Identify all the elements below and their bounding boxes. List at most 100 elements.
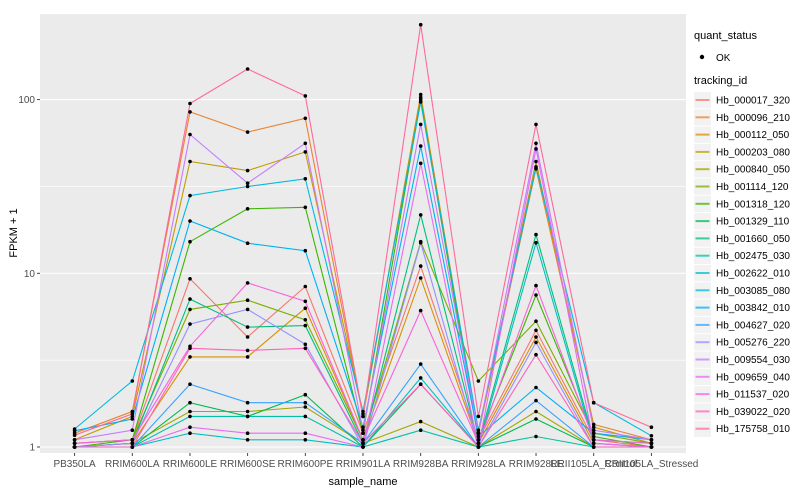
data-point	[361, 414, 365, 419]
data-point	[649, 434, 654, 438]
data-point	[303, 141, 308, 146]
data-point	[534, 240, 538, 245]
data-point	[476, 414, 481, 419]
legend-label-Hb_003085_080: Hb_003085_080	[716, 286, 790, 297]
data-point	[245, 207, 250, 211]
data-point	[649, 445, 654, 449]
data-point	[534, 232, 538, 237]
y-axis-title: FPKM + 1	[8, 208, 20, 258]
data-point	[534, 141, 538, 146]
data-point	[418, 213, 423, 217]
data-point	[534, 293, 538, 297]
x-axis-title: sample_name	[328, 476, 398, 488]
data-point	[591, 428, 596, 433]
data-point	[361, 431, 365, 436]
data-point	[188, 382, 192, 387]
legend-label-Hb_002622_010: Hb_002622_010	[716, 269, 790, 280]
legend-label-Hb_001329_110: Hb_001329_110	[716, 217, 790, 228]
data-point	[130, 417, 135, 421]
data-point	[418, 122, 423, 127]
data-point	[591, 441, 596, 446]
data-point	[130, 412, 135, 416]
data-point	[418, 382, 423, 387]
x-tick-label: RRII105LA_Control	[550, 459, 637, 470]
legend-label-Hb_000017_320: Hb_000017_320	[716, 96, 790, 107]
data-point	[418, 308, 423, 313]
data-point	[361, 438, 365, 442]
data-point	[303, 94, 308, 98]
legend-title-tracking-id: tracking_id	[694, 75, 748, 87]
data-point	[303, 306, 308, 311]
x-tick-label: RRIM600SE	[220, 459, 276, 470]
data-point	[245, 431, 250, 436]
legend-label-Hb_005276_220: Hb_005276_220	[716, 338, 790, 349]
data-point	[534, 385, 538, 390]
data-point	[245, 168, 250, 173]
data-point	[591, 434, 596, 439]
data-point	[245, 181, 250, 185]
data-point	[591, 400, 596, 405]
data-point	[130, 428, 135, 433]
data-point	[188, 277, 192, 281]
x-tick-label: RRIM928LE	[509, 459, 564, 470]
data-point	[245, 241, 250, 245]
data-point	[534, 417, 538, 421]
y-tick-label: 10	[24, 269, 36, 280]
data-point	[418, 161, 423, 166]
x-tick-label: PB350LA	[53, 459, 96, 470]
data-point	[534, 352, 538, 357]
data-point	[534, 340, 538, 345]
data-point	[418, 419, 423, 424]
data-point	[534, 159, 538, 164]
data-point	[188, 355, 192, 359]
data-point	[188, 132, 192, 137]
data-point	[418, 428, 423, 433]
data-point	[418, 92, 423, 97]
data-point	[534, 409, 538, 414]
data-point	[72, 429, 77, 433]
data-point	[534, 434, 538, 439]
data-point	[245, 438, 250, 442]
data-point	[418, 264, 423, 268]
legend-label-Hb_001114_120: Hb_001114_120	[716, 182, 789, 193]
data-point	[303, 299, 308, 304]
data-point	[245, 409, 250, 414]
data-point	[130, 379, 135, 383]
data-point	[188, 110, 192, 114]
data-point	[303, 177, 308, 181]
data-point	[591, 438, 596, 442]
data-point	[361, 445, 365, 449]
legend-label-Hb_001660_050: Hb_001660_050	[716, 234, 790, 245]
data-point	[245, 325, 250, 329]
data-point	[303, 392, 308, 397]
data-point	[245, 414, 250, 419]
data-point	[534, 328, 538, 333]
data-point	[534, 147, 538, 151]
data-point	[591, 422, 596, 427]
data-point	[72, 433, 77, 438]
data-point	[361, 441, 365, 446]
data-point	[303, 116, 308, 121]
x-tick-label: RRIM600PE	[278, 459, 334, 470]
x-tick-label: RRIM928BA	[393, 459, 449, 470]
data-point	[245, 307, 250, 312]
data-point	[245, 348, 250, 353]
data-point	[245, 335, 250, 339]
legend-ok-point-icon	[699, 54, 705, 60]
x-tick-label: RRIM600LE	[163, 459, 218, 470]
data-point	[303, 284, 308, 289]
legend-title-quant-status: quant_status	[694, 30, 757, 42]
legend-label-Hb_003842_010: Hb_003842_010	[716, 303, 790, 314]
data-point	[534, 165, 538, 169]
data-point	[245, 298, 250, 303]
data-point	[188, 101, 192, 106]
data-point	[303, 431, 308, 436]
legend-label-Hb_039022_020: Hb_039022_020	[716, 407, 790, 418]
data-point	[188, 409, 192, 414]
y-tick-label: 100	[18, 95, 35, 106]
data-point	[188, 425, 192, 430]
legend-label-Hb_175758_010: Hb_175758_010	[716, 424, 790, 435]
data-point	[418, 376, 423, 380]
data-point	[130, 441, 135, 446]
